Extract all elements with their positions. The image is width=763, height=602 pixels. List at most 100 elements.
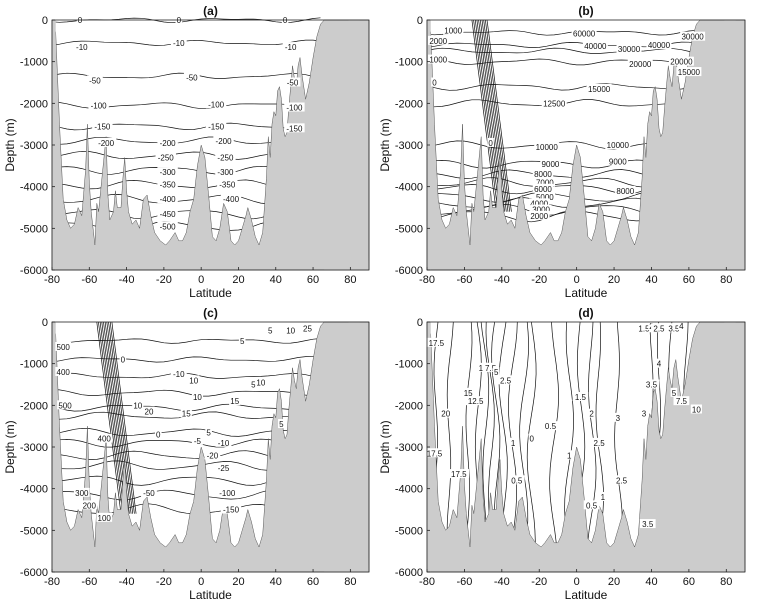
contour-label: 2.5 — [594, 439, 606, 448]
contour-label: 4 — [679, 322, 684, 331]
front-contour-line — [471, 19, 497, 212]
contour-label-bg — [76, 15, 84, 24]
contour-label: -350 — [160, 181, 177, 190]
front-contour-line — [106, 321, 132, 514]
y-axis-label: Depth (m) — [378, 118, 392, 171]
x-tick-label: -20 — [531, 576, 547, 588]
contour-line — [526, 321, 537, 552]
arctic-ridge — [724, 322, 736, 572]
contour-label-bg — [465, 396, 486, 406]
contour-label-bg — [497, 375, 514, 385]
contour-label-bg — [204, 450, 221, 460]
contour-label: 8000 — [616, 187, 634, 196]
front-contour-line — [474, 19, 500, 212]
contour-label: 300 — [75, 489, 89, 498]
contour-label-bg — [205, 121, 227, 131]
contour-label: 40000 — [648, 41, 671, 50]
y-tick-label: -6000 — [395, 265, 423, 277]
contour-label-bg — [96, 433, 113, 443]
contour-label: 1 — [601, 493, 606, 502]
contour-label: 1.5 — [638, 324, 650, 333]
contour-label: -50 — [143, 489, 155, 498]
contour-label-bg — [582, 40, 608, 50]
contour-label-bg — [680, 31, 706, 41]
panel-title: (c) — [203, 306, 218, 320]
contour-label-bg — [607, 156, 628, 166]
y-tick-label: -5000 — [395, 525, 423, 537]
contour-label: -100 — [286, 104, 303, 113]
contour-label: -500 — [160, 222, 177, 231]
contour-label: -10 — [173, 370, 185, 379]
contour-label: 15000 — [588, 85, 611, 94]
arctic-ridge — [724, 20, 736, 270]
x-tick-label: 40 — [270, 274, 282, 286]
contour-label: -10 — [218, 439, 230, 448]
x-tick-label: 60 — [307, 274, 319, 286]
y-axis: 0 -1000 -2000 -3000 -4000 -5000 -6000 Depth (m) — [3, 317, 55, 579]
contour-label: 12500 — [543, 99, 566, 108]
front-contour-line — [481, 19, 507, 212]
contour-label: -300 — [160, 168, 177, 177]
contour-label: 10 — [286, 326, 295, 335]
bathymetry-land — [426, 19, 746, 271]
y-tick-label: -6000 — [20, 567, 48, 579]
y-tick-label: -1000 — [395, 359, 423, 371]
contour-line — [51, 389, 321, 397]
contour-label-bg — [281, 15, 289, 24]
contour-labels: 0 0 0 -10 -10 -10 -50 -50 -50 -100 -100 -100 -150 -15… — [73, 15, 305, 231]
y-tick-label: -2000 — [20, 400, 48, 412]
y-axis: 0 -1000 -2000 -3000 -4000 -5000 -6000 Depth (m) — [378, 317, 430, 579]
contour-label: 5 — [251, 381, 256, 390]
contour-label-bg — [482, 362, 499, 372]
y-tick-label: -6000 — [395, 567, 423, 579]
panel-title: (b) — [578, 4, 593, 18]
contour-label-bg — [157, 179, 178, 189]
y-tick-label: -3000 — [20, 140, 48, 152]
y-tick-label: -3000 — [395, 140, 423, 152]
contour-line — [564, 321, 574, 552]
contour-label: 3000 — [532, 206, 550, 215]
x-tick-label: 0 — [198, 274, 204, 286]
contour-label: 0.5 — [511, 476, 523, 485]
contour-label: 17.5 — [451, 470, 467, 479]
contour-label: 20 — [441, 410, 450, 419]
y-tick-label: 0 — [42, 317, 48, 329]
contour-label-bg — [57, 400, 73, 410]
contour-label: 2.5 — [653, 324, 665, 333]
contour-label-bg — [155, 152, 176, 162]
contour-label: 17.5 — [427, 449, 443, 458]
contour-label: 0 — [121, 356, 126, 365]
contour-label: 30000 — [618, 45, 641, 54]
contour-label-bg — [613, 475, 630, 485]
x-tick-label: 60 — [683, 576, 695, 588]
contour-label-bg — [678, 321, 685, 331]
x-tick-label: 20 — [232, 576, 244, 588]
contour-label: 10 — [133, 401, 142, 410]
contour-label: -250 — [217, 154, 234, 163]
contour-label: 500 — [58, 401, 72, 410]
contour-label: 5 — [279, 420, 284, 429]
arctic-ridge — [348, 322, 360, 572]
contour-label-bg — [565, 450, 573, 460]
contour-label: 0 — [177, 16, 182, 25]
contour-label-bg — [651, 323, 667, 333]
contour-label-bg — [426, 337, 447, 347]
y-tick-label: 0 — [417, 317, 423, 329]
contour-line — [614, 321, 623, 552]
contour-label-bg — [285, 325, 297, 335]
front-contour-line — [485, 19, 511, 212]
contour-label-bg — [215, 167, 236, 177]
contour-label-bg — [183, 72, 200, 82]
contour-line — [51, 356, 321, 363]
contour-label-bg — [154, 429, 162, 439]
contour-label: 1000 — [429, 56, 447, 65]
contour-label: 9000 — [542, 160, 560, 169]
x-tick-label: -20 — [156, 576, 172, 588]
x-axis-label: Latitude — [565, 588, 608, 602]
contour-label-bg — [586, 83, 612, 93]
contour-label-bg — [668, 56, 694, 66]
contour-label: 400 — [57, 368, 71, 377]
contour-label: 3.5 — [668, 324, 680, 333]
